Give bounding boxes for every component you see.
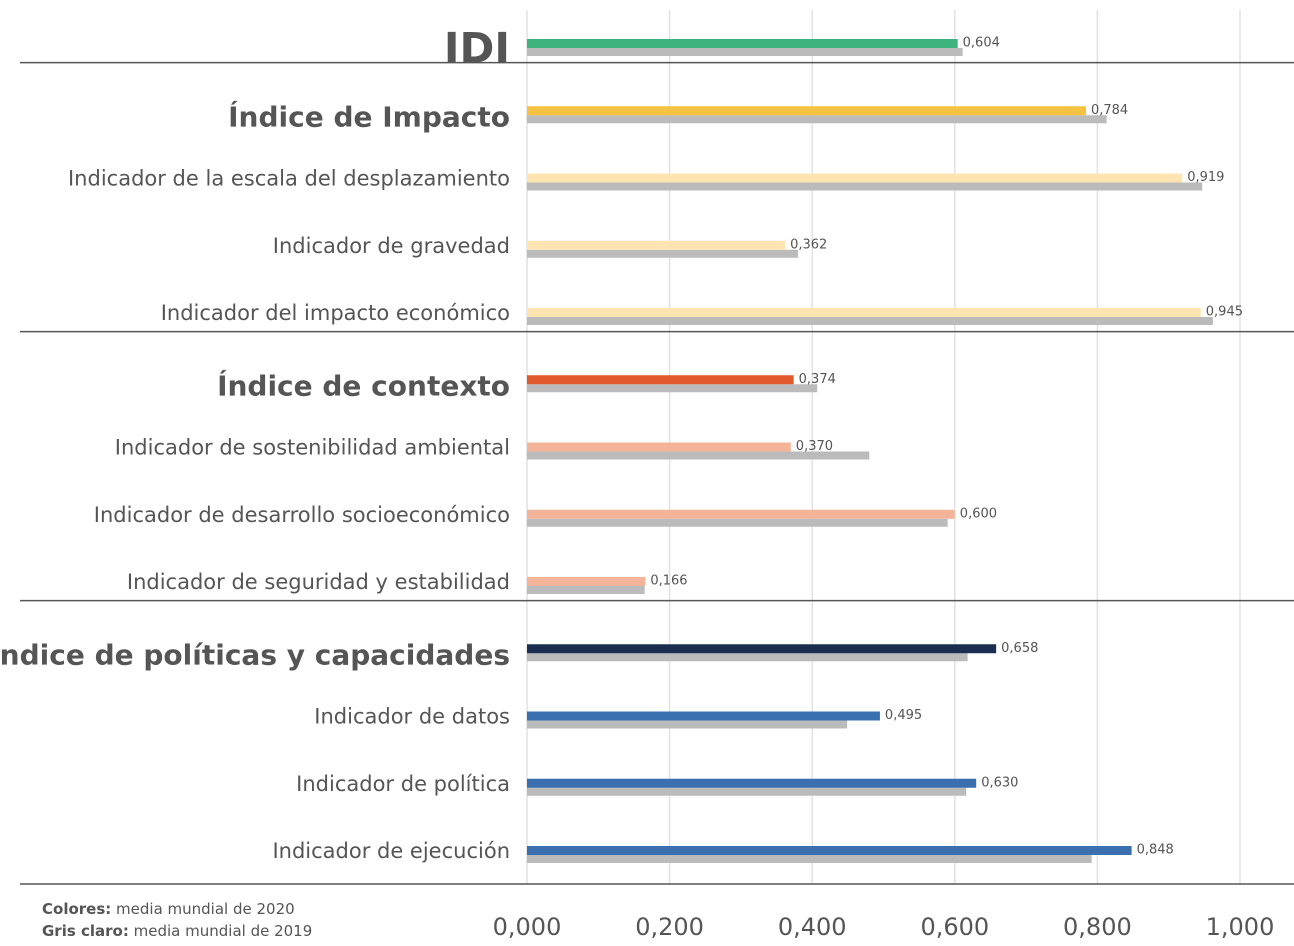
bar-2020 — [527, 375, 794, 385]
value-label: 0,630 — [981, 775, 1018, 790]
category-label: Indicador del impacto económico — [161, 301, 510, 325]
bar-2020 — [527, 106, 1086, 116]
bar-2020 — [527, 509, 955, 519]
legend-text: media mundial de 2020 — [116, 900, 295, 918]
bar-2020 — [527, 173, 1183, 183]
legend-key: Colores: — [42, 900, 111, 918]
value-label: 0,600 — [960, 506, 997, 521]
bar-2020 — [527, 442, 791, 452]
bar-2019 — [527, 384, 818, 393]
category-label: Indicador de gravedad — [273, 234, 510, 258]
bar-2020 — [527, 39, 958, 48]
bar-2019 — [527, 317, 1213, 325]
bar-2020 — [527, 778, 977, 788]
bar-2020 — [527, 711, 880, 721]
group-label: Índice de Impacto — [228, 99, 510, 133]
bar-2019 — [527, 48, 963, 56]
x-tick-label: 0,600 — [920, 913, 989, 941]
bar-2020 — [527, 846, 1132, 855]
value-label: 0,945 — [1206, 305, 1243, 320]
legend-entry: Gris claro: media mundial de 2019 — [42, 922, 312, 940]
category-label: Indicador de política — [296, 772, 510, 796]
legend-text: media mundial de 2019 — [134, 922, 313, 940]
value-label: 0,370 — [796, 439, 833, 454]
x-tick-label: 0,200 — [635, 913, 704, 941]
value-label: 0,604 — [963, 36, 1000, 51]
bar-2019 — [527, 787, 967, 796]
value-label: 0,166 — [650, 574, 687, 589]
group-label: Índice de políticas y capacidades — [0, 637, 510, 671]
category-label: Indicador de desarrollo socioeconómico — [94, 503, 510, 527]
value-label: 0,919 — [1187, 170, 1224, 185]
x-tick-label: 0,000 — [493, 913, 562, 941]
x-tick-label: 0,800 — [1063, 913, 1132, 941]
bar-2019 — [527, 115, 1107, 124]
bar-2019 — [527, 518, 948, 527]
category-label: Indicador de sostenibilidad ambiental — [115, 436, 510, 460]
group-label: IDI — [444, 24, 510, 73]
value-label: 0,658 — [1001, 641, 1038, 656]
bar-2019 — [527, 451, 870, 460]
category-label: Indicador de la escala del desplazamient… — [68, 167, 510, 191]
value-label: 0,784 — [1091, 103, 1128, 118]
bar-2019 — [527, 249, 798, 258]
x-tick-label: 1,000 — [1206, 913, 1275, 941]
category-label: Indicador de datos — [314, 705, 510, 729]
bar-2020 — [527, 644, 997, 654]
bar-2020 — [527, 308, 1201, 317]
value-label: 0,495 — [885, 708, 922, 723]
bar-2019 — [527, 653, 968, 662]
bar-2020 — [527, 577, 646, 586]
bar-2019 — [527, 855, 1092, 863]
category-label: Indicador de seguridad y estabilidad — [127, 570, 510, 594]
bar-2019 — [527, 182, 1203, 191]
category-label: Indicador de ejecución — [272, 839, 510, 863]
value-label: 0,362 — [790, 237, 827, 252]
value-label: 0,848 — [1137, 843, 1174, 858]
legend-entry: Colores: media mundial de 2020 — [42, 900, 295, 918]
x-tick-label: 0,400 — [778, 913, 847, 941]
bar-2020 — [527, 240, 786, 250]
legend-key: Gris claro: — [42, 922, 129, 940]
bar-2019 — [527, 586, 645, 594]
bar-2019 — [527, 720, 848, 729]
value-label: 0,374 — [799, 372, 836, 387]
group-label: Índice de contexto — [217, 368, 510, 402]
